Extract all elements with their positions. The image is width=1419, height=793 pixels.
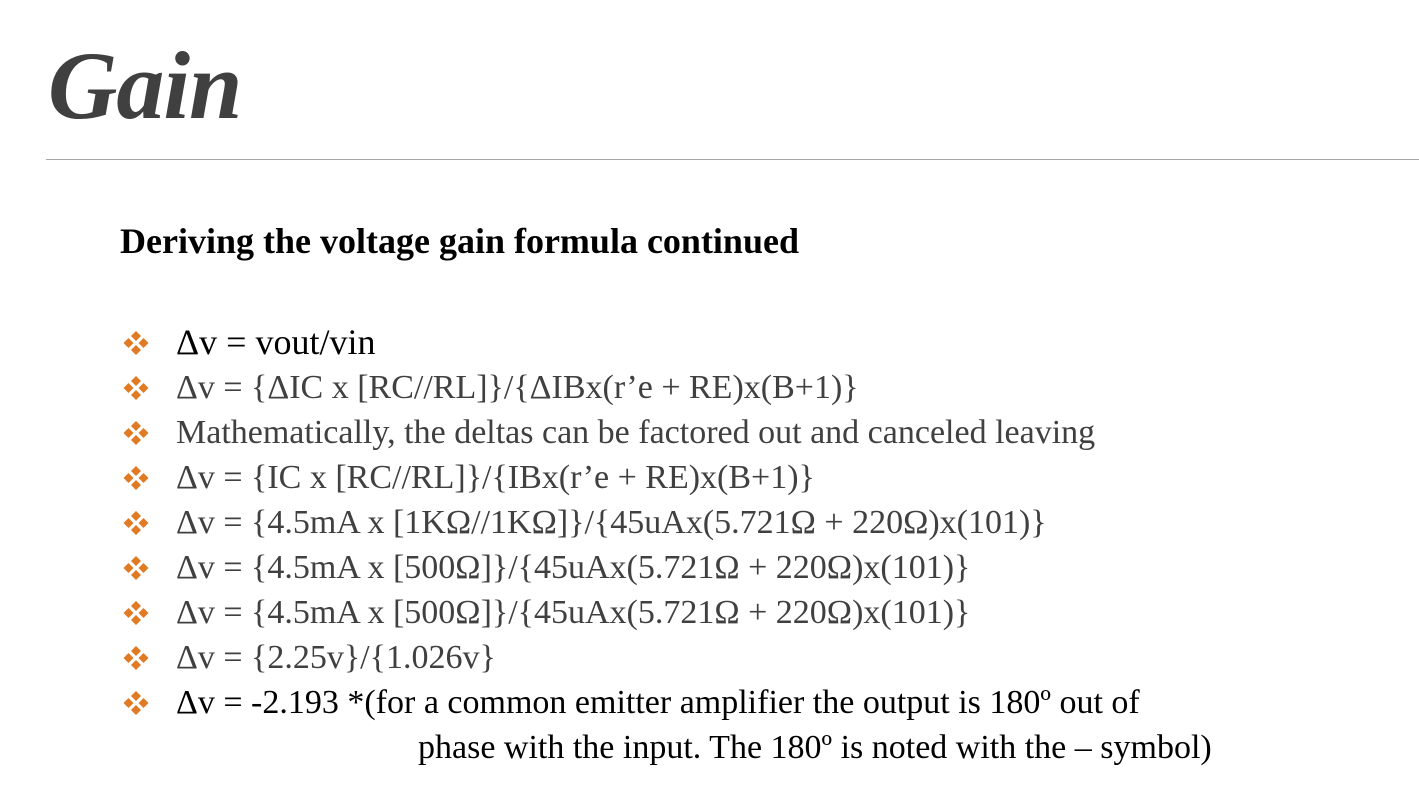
bullet-text: Δv = {IC x [RC//RL]}/{IBx(r’e + RE)x(B+1… [176,459,815,496]
bullet-text: Δv = {2.25v}/{1.026v} [176,639,496,676]
slide-title: Gain [48,32,242,139]
diamond-cluster-icon [122,466,150,490]
diamond-cluster-icon [122,421,150,445]
diamond-cluster-icon [122,646,150,670]
bullet-text: Δv = {4.5mA x [500Ω]}/{45uAx(5.721Ω + 22… [176,594,971,631]
bullet-text: Δv = -2.193 *(for a common emitter ampli… [176,684,1140,721]
bullet-text: Δv = {4.5mA x [500Ω]}/{45uAx(5.721Ω + 22… [176,549,971,586]
diamond-cluster-icon [122,331,150,355]
bullet-text-continuation: phase with the input. The 180º is noted … [418,729,1212,766]
bullet-item: Δv = {ΔIC x [RC//RL]}/{ΔIBx(r’e + RE)x(B… [120,365,1380,410]
diamond-cluster-icon [122,601,150,625]
diamond-cluster-icon [122,691,150,715]
bullet-item: Δv = {IC x [RC//RL]}/{IBx(r’e + RE)x(B+1… [120,455,1380,500]
diamond-cluster-icon [122,376,150,400]
slide-subtitle: Deriving the voltage gain formula contin… [120,221,799,261]
bullet-item: Δv = {4.5mA x [500Ω]}/{45uAx(5.721Ω + 22… [120,590,1380,635]
bullet-item: Mathematically, the deltas can be factor… [120,410,1380,455]
bullet-text-block: Δv = -2.193 *(for a common emitter ampli… [176,680,1380,770]
bullet-item: Δv = -2.193 *(for a common emitter ampli… [120,680,1380,770]
bullet-text: Δv = {4.5mA x [1KΩ//1KΩ]}/{45uAx(5.721Ω … [176,504,1047,541]
bullet-item: Δv = {4.5mA x [500Ω]}/{45uAx(5.721Ω + 22… [120,545,1380,590]
bullet-list: Δv = vout/vin Δv = {ΔIC x [RC//RL]}/{ΔIB… [120,320,1380,770]
diamond-cluster-icon [122,511,150,535]
bullet-text: Δv = {ΔIC x [RC//RL]}/{ΔIBx(r’e + RE)x(B… [176,369,859,406]
bullet-item: Δv = vout/vin [120,320,1380,365]
bullet-item: Δv = {4.5mA x [1KΩ//1KΩ]}/{45uAx(5.721Ω … [120,500,1380,545]
bullet-item: Δv = {2.25v}/{1.026v} [120,635,1380,680]
bullet-text: Mathematically, the deltas can be factor… [176,414,1096,451]
bullet-text: Δv = vout/vin [176,322,376,362]
diamond-cluster-icon [122,556,150,580]
title-divider [46,159,1419,160]
